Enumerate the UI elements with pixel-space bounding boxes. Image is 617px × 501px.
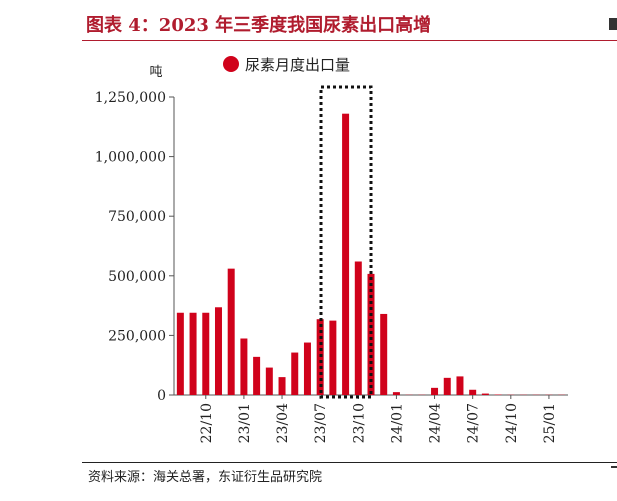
bar-2023/06: [303, 342, 311, 395]
bar-2024/05: [443, 377, 451, 395]
y-tick-label: 250,000: [108, 328, 166, 344]
bar-2023/01: [240, 338, 248, 395]
x-tick-label: 22/10: [199, 403, 215, 443]
edge-fragment: [609, 18, 617, 30]
bar-2023/02: [253, 356, 261, 395]
legend-marker: [223, 56, 239, 72]
bar-2024/01: [392, 392, 400, 395]
y-tick-label: 500,000: [108, 269, 166, 285]
figure-title: 图表 4：2023 年三季度我国尿素出口高增: [86, 15, 432, 36]
x-tick-label: 24/04: [428, 403, 444, 443]
bar-2024/04: [431, 387, 439, 395]
bar-chart: 22/10 23/01 23/04 23/07 23/10 24/01 24/04 24/07…: [95, 56, 568, 443]
y-tick-label: 1,000,000: [95, 150, 166, 166]
bar-2023/03: [265, 367, 273, 395]
bar-2023/04: [278, 377, 286, 395]
x-tick-label: 24/10: [504, 403, 520, 443]
x-tick-label: 24/07: [466, 403, 482, 443]
x-tick-label: 23/10: [351, 403, 367, 443]
y-tick-label: 750,000: [108, 209, 166, 225]
x-tick-label: 25/01: [542, 403, 558, 443]
bar-2022/08: [176, 312, 184, 395]
bar-2023/10: [354, 261, 362, 395]
bar-2023/11: [367, 273, 375, 395]
bar-2022/12: [227, 268, 235, 395]
bar-2023/05: [291, 352, 299, 395]
bar-2022/09: [189, 312, 197, 395]
edge-fragment-bottom: [611, 466, 617, 468]
x-tick-label: 23/04: [275, 403, 291, 443]
footer-rule: [82, 462, 617, 463]
bar-2024/07: [469, 389, 477, 395]
x-tick-label: 23/07: [313, 403, 329, 443]
bar-2024/08: [481, 393, 489, 395]
bar-2023/09: [342, 113, 350, 395]
y-tick-label: 1,250,000: [95, 90, 166, 106]
bar-2024/06: [456, 376, 464, 395]
chart-bars: [176, 113, 566, 395]
y-axis-unit: 吨: [149, 65, 162, 80]
legend: 尿素月度出口量: [223, 56, 350, 74]
bar-2022/10: [202, 312, 210, 395]
bar-2023/12: [380, 313, 388, 395]
x-tick-label: 24/01: [389, 403, 405, 443]
y-tick-labels: 0 250,000 500,000 750,000 1,000,000 1,250,000: [95, 90, 166, 404]
bar-2023/08: [329, 320, 337, 395]
title-underline: [82, 40, 617, 41]
x-tick-labels: 22/10 23/01 23/04 23/07 23/10 24/01 24/04 24/07…: [199, 403, 558, 443]
x-tick-label: 23/01: [237, 403, 253, 443]
bar-2022/11: [214, 307, 222, 395]
highlight-box: [319, 85, 373, 399]
y-tick-label: 0: [157, 388, 166, 404]
legend-label: 尿素月度出口量: [245, 56, 350, 74]
bar-2023/07: [316, 319, 324, 395]
source-note: 资料来源：海关总署，东证衍生品研究院: [88, 470, 323, 485]
